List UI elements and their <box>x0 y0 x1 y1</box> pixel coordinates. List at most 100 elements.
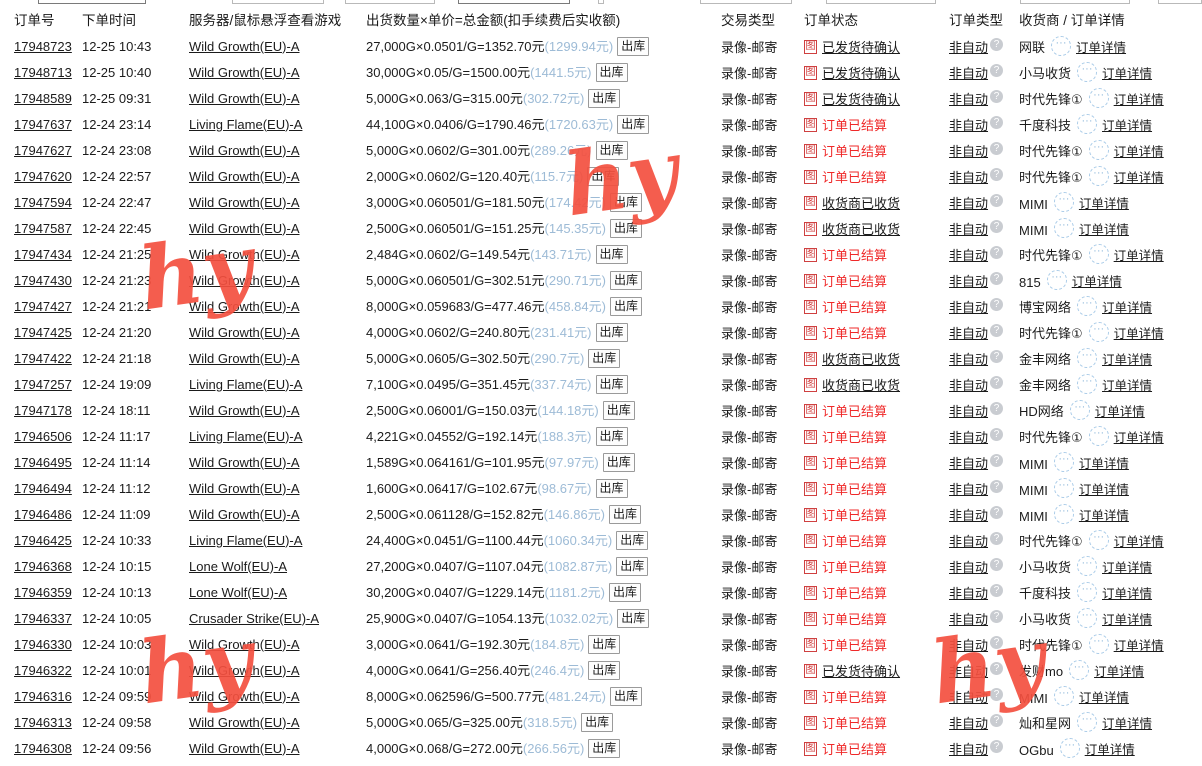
order-id-link[interactable]: 17946486 <box>14 506 72 522</box>
order-type-link[interactable]: 非自动 <box>949 65 989 81</box>
order-id-link[interactable]: 17947587 <box>14 220 72 236</box>
order-id-link[interactable]: 17946494 <box>14 480 72 496</box>
order-type-link[interactable]: 非自动 <box>949 611 989 627</box>
order-id-link[interactable]: 17946330 <box>14 636 72 652</box>
chat-bubble-icon[interactable]: ··· <box>1088 244 1109 264</box>
ship-out-button[interactable]: 出库 <box>588 635 621 654</box>
order-id-link[interactable]: 17947422 <box>14 350 72 366</box>
server-link[interactable]: Wild Growth(EU)-A <box>189 142 300 158</box>
help-icon[interactable]: ? <box>990 219 1004 233</box>
order-detail-link[interactable]: 订单详情 <box>1113 171 1164 185</box>
ship-out-button[interactable]: 出库 <box>602 453 635 472</box>
filter-input-1[interactable] <box>38 0 146 4</box>
order-id-link[interactable]: 17947637 <box>14 116 72 132</box>
server-link[interactable]: Wild Growth(EU)-A <box>189 64 300 80</box>
ship-out-button[interactable]: 出库 <box>617 609 650 628</box>
order-type-link[interactable]: 非自动 <box>949 741 989 757</box>
order-id-link[interactable]: 17948723 <box>14 38 72 54</box>
order-detail-link[interactable]: 订单详情 <box>1102 67 1153 81</box>
help-icon[interactable]: ? <box>990 401 1004 415</box>
server-link[interactable]: Wild Growth(EU)-A <box>189 90 300 106</box>
order-type-link[interactable]: 非自动 <box>949 455 989 471</box>
order-type-link[interactable]: 非自动 <box>949 533 989 549</box>
order-type-link[interactable]: 非自动 <box>949 507 989 523</box>
help-icon[interactable]: ? <box>990 583 1004 597</box>
order-id-link[interactable]: 17946495 <box>14 454 72 470</box>
order-id-link[interactable]: 17946337 <box>14 610 72 626</box>
chat-bubble-icon[interactable]: ··· <box>1077 608 1098 628</box>
order-status-text[interactable]: 收货商已收货 <box>822 195 901 211</box>
ship-out-button[interactable]: 出库 <box>588 89 621 108</box>
order-id-link[interactable]: 17947427 <box>14 298 72 314</box>
ship-out-button[interactable]: 出库 <box>609 271 642 290</box>
server-link[interactable]: Wild Growth(EU)-A <box>189 506 300 522</box>
order-id-link[interactable]: 17947627 <box>14 142 72 158</box>
server-link[interactable]: Wild Growth(EU)-A <box>189 350 300 366</box>
chat-bubble-icon[interactable]: ··· <box>1088 166 1109 186</box>
order-type-link[interactable]: 非自动 <box>949 377 989 393</box>
order-detail-link[interactable]: 订单详情 <box>1078 509 1129 523</box>
ship-out-button[interactable]: 出库 <box>588 349 621 368</box>
order-type-link[interactable]: 非自动 <box>949 585 989 601</box>
chat-bubble-icon[interactable]: ··· <box>1088 322 1109 342</box>
order-id-link[interactable]: 17946368 <box>14 558 72 574</box>
order-id-link[interactable]: 17947257 <box>14 376 72 392</box>
order-detail-link[interactable]: 订单详情 <box>1071 275 1122 289</box>
chat-bubble-icon[interactable]: ··· <box>1088 140 1109 160</box>
chat-bubble-icon[interactable]: ··· <box>1088 530 1109 550</box>
order-type-link[interactable]: 非自动 <box>949 403 989 419</box>
order-detail-link[interactable]: 订单详情 <box>1078 223 1129 237</box>
order-detail-link[interactable]: 订单详情 <box>1102 353 1153 367</box>
ship-out-button[interactable]: 出库 <box>588 661 621 680</box>
order-id-link[interactable]: 17947425 <box>14 324 72 340</box>
order-id-link[interactable]: 17946313 <box>14 714 72 730</box>
order-detail-link[interactable]: 订单详情 <box>1113 93 1164 107</box>
chat-bubble-icon[interactable]: ··· <box>1077 296 1098 316</box>
order-id-link[interactable]: 17947434 <box>14 246 72 262</box>
help-icon[interactable]: ? <box>990 37 1004 51</box>
order-type-link[interactable]: 非自动 <box>949 299 989 315</box>
order-type-link[interactable]: 非自动 <box>949 715 989 731</box>
help-icon[interactable]: ? <box>990 557 1004 571</box>
server-link[interactable]: Wild Growth(EU)-A <box>189 688 300 704</box>
ship-out-button[interactable]: 出库 <box>616 531 649 550</box>
server-link[interactable]: Wild Growth(EU)-A <box>189 246 300 262</box>
server-link[interactable]: Living Flame(EU)-A <box>189 532 303 548</box>
ship-out-button[interactable]: 出库 <box>602 401 635 420</box>
order-status-text[interactable]: 收货商已收货 <box>822 351 901 367</box>
server-link[interactable]: Wild Growth(EU)-A <box>189 740 300 756</box>
ship-out-button[interactable]: 出库 <box>616 557 649 576</box>
chat-bubble-icon[interactable]: ··· <box>1077 712 1098 732</box>
help-icon[interactable]: ? <box>990 271 1004 285</box>
order-detail-link[interactable]: 订单详情 <box>1078 457 1129 471</box>
order-id-link[interactable]: 17947430 <box>14 272 72 288</box>
server-link[interactable]: Wild Growth(EU)-A <box>189 298 300 314</box>
ship-out-button[interactable]: 出库 <box>609 505 642 524</box>
order-id-link[interactable]: 17947620 <box>14 168 72 184</box>
filter-input-7[interactable] <box>826 0 936 4</box>
server-link[interactable]: Wild Growth(EU)-A <box>189 194 300 210</box>
help-icon[interactable]: ? <box>990 661 1004 675</box>
ship-out-button[interactable]: 出库 <box>595 245 628 264</box>
chat-bubble-icon[interactable]: ··· <box>1077 582 1098 602</box>
chat-bubble-icon[interactable]: ··· <box>1069 400 1090 420</box>
order-type-link[interactable]: 非自动 <box>949 247 989 263</box>
order-type-link[interactable]: 非自动 <box>949 481 989 497</box>
help-icon[interactable]: ? <box>990 609 1004 623</box>
order-type-link[interactable]: 非自动 <box>949 39 989 55</box>
server-link[interactable]: Wild Growth(EU)-A <box>189 38 300 54</box>
order-type-link[interactable]: 非自动 <box>949 117 989 133</box>
order-type-link[interactable]: 非自动 <box>949 169 989 185</box>
order-detail-link[interactable]: 订单详情 <box>1102 119 1153 133</box>
order-id-link[interactable]: 17946316 <box>14 688 72 704</box>
server-link[interactable]: Wild Growth(EU)-A <box>189 714 300 730</box>
ship-out-button[interactable]: 出库 <box>595 479 628 498</box>
server-link[interactable]: Wild Growth(EU)-A <box>189 454 300 470</box>
order-detail-link[interactable]: 订单详情 <box>1102 379 1153 393</box>
order-detail-link[interactable]: 订单详情 <box>1084 743 1135 757</box>
help-icon[interactable]: ? <box>990 323 1004 337</box>
chat-bubble-icon[interactable]: ··· <box>1053 504 1074 524</box>
ship-out-button[interactable]: 出库 <box>609 687 642 706</box>
ship-out-button[interactable]: 出库 <box>595 141 628 160</box>
help-icon[interactable]: ? <box>990 375 1004 389</box>
